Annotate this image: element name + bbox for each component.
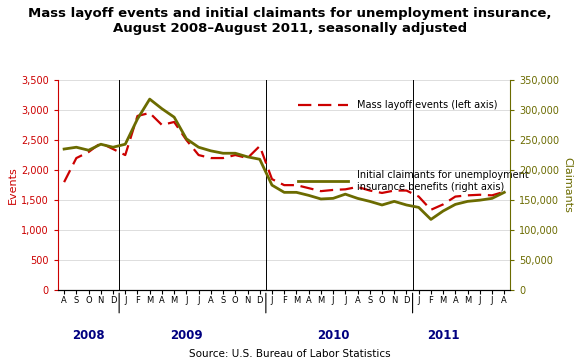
Text: Mass layoff events (left axis): Mass layoff events (left axis) — [357, 100, 497, 110]
Y-axis label: Events: Events — [8, 166, 19, 204]
Text: 2009: 2009 — [170, 329, 202, 342]
Text: Source: U.S. Bureau of Labor Statistics: Source: U.S. Bureau of Labor Statistics — [189, 349, 391, 359]
Text: Mass layoff events and initial claimants for unemployment insurance,
August 2008: Mass layoff events and initial claimants… — [28, 7, 552, 35]
Text: 2010: 2010 — [317, 329, 349, 342]
Text: Initial claimants for unemployment
insurance benefits (right axis): Initial claimants for unemployment insur… — [357, 170, 528, 192]
Y-axis label: Claimants: Claimants — [563, 157, 572, 213]
Text: 2008: 2008 — [72, 329, 105, 342]
Text: 2011: 2011 — [427, 329, 459, 342]
